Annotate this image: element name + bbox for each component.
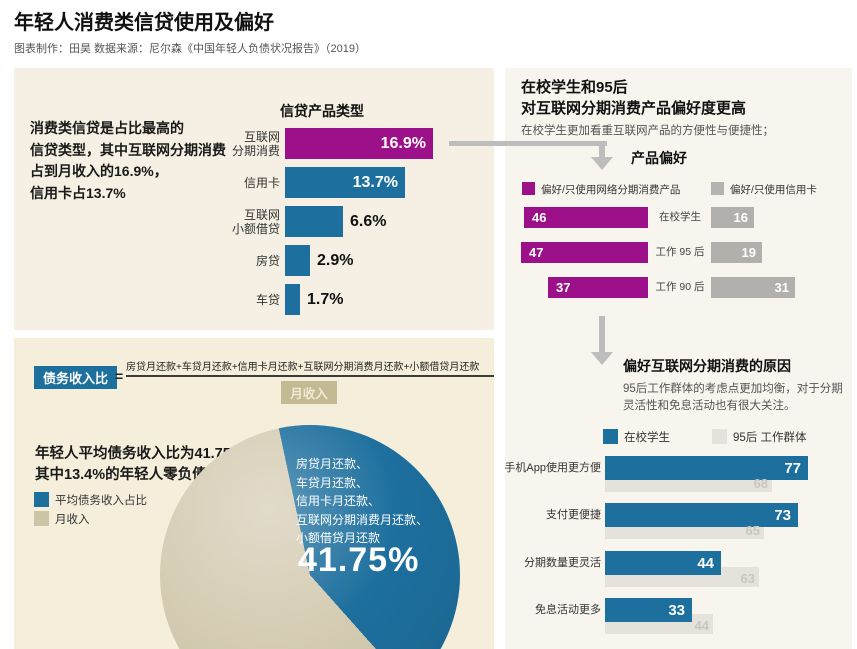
right-subtext: 在校学生更加看重互联网产品的方便性与便捷性； xyxy=(521,125,774,137)
legend-swatch-tan xyxy=(34,511,49,526)
pie-slice-note: 房贷月还款、 车贷月还款、 信用卡月还款、 互联网分期消费月还款、 小额借贷月还款 xyxy=(296,457,429,545)
preference-chart-title: 产品偏好 xyxy=(631,150,687,166)
legend-swatch-blue xyxy=(34,492,49,507)
legend-swatch-blue xyxy=(603,429,618,444)
bar-label: 在校学生 xyxy=(659,211,701,223)
bar xyxy=(285,284,300,315)
bar-label: 互联网 分期消费 xyxy=(154,128,280,159)
connector-line-vertical-2 xyxy=(599,316,605,352)
bar: 46 xyxy=(524,207,648,228)
legend-swatch-gray xyxy=(711,182,724,195)
reasons-subtext: 95后工作群体的考虑点更加均衡，对于分期 灵活性和免息活动也有很大关注。 xyxy=(623,383,843,412)
legend-swatch-purple xyxy=(522,182,535,195)
connector-line-vertical xyxy=(599,145,605,157)
bar-label: 信用卡 xyxy=(154,167,280,198)
bar-value: 63 xyxy=(740,571,755,586)
bar-label: 支付更便捷 xyxy=(546,509,601,521)
credit-products-chart: 互联网 分期消费 16.9% 信用卡 13.7% 互联网 小额借贷 6.6% 房贷 2.9% 车贷 1… xyxy=(14,68,494,330)
bar-value: 44 xyxy=(694,618,709,633)
bar-value: 6.6% xyxy=(350,213,387,230)
bar: 73 xyxy=(605,503,798,527)
bar-value: 2.9% xyxy=(317,252,354,269)
bar-label: 免息活动更多 xyxy=(535,604,601,616)
bar: 77 xyxy=(605,456,808,480)
bar-group-installment: 46 xyxy=(521,207,648,228)
bar: 47 xyxy=(521,242,648,263)
legend-post95-workers: 95后 工作群体 xyxy=(712,429,807,445)
panel-preferences: 在校学生和95后 对互联网分期消费产品偏好度更高 在校学生更加看重互联网产品的方便… xyxy=(505,68,852,649)
bar-label: 互联网 小额借贷 xyxy=(154,206,280,237)
pie-value-label: 41.75% xyxy=(298,541,420,579)
page-title: 年轻人消费类信贷使用及偏好 xyxy=(14,12,274,34)
legend-students: 在校学生 xyxy=(603,429,670,445)
bar-value: 1.7% xyxy=(307,291,344,308)
legend-installment-preference: 偏好/只使用网络分期消费产品 xyxy=(522,182,680,197)
formula-numerator: 房贷月还款+车贷月还款+信用卡月还款+互联网分期消费月还款+小额借贷月还款 xyxy=(126,362,480,373)
debt-income-pie xyxy=(160,425,460,649)
bar-label-line: 房贷 xyxy=(255,253,280,268)
bar-label: 工作 90 后 xyxy=(655,281,705,293)
reasons-chart: 手机App使用更方便 77 68 支付更便捷 73 65 分期数量更灵活 44 63 免息活动更多… xyxy=(505,68,852,649)
bar: 37 xyxy=(548,277,648,298)
bar-label: 车贷 xyxy=(154,284,280,315)
preference-chart: 46 在校学生 16 47 工作 95 后 19 37 工作 90 后 31 xyxy=(505,68,852,649)
bar-label-line: 车贷 xyxy=(255,292,280,307)
arrow-down-icon xyxy=(591,352,613,365)
bar-value: 68 xyxy=(753,476,768,491)
bar-label-line: 小额借贷 xyxy=(231,221,280,236)
formula-fraction-line xyxy=(126,375,494,377)
bar-label: 手机App使用更方便 xyxy=(505,462,601,474)
legend-label: 偏好/只使用信用卡 xyxy=(730,184,817,196)
byline: 图表制作：田昊 数据来源：尼尔森《中国年轻人负债状况报告》（2019） xyxy=(14,43,367,55)
formula-equals: = xyxy=(115,368,124,384)
bar xyxy=(285,128,433,159)
bar-label-line: 信用卡 xyxy=(243,175,280,190)
debt-annotation: 年轻人平均债务收入比为41.75%， 其中13.4%的年轻人零负债 xyxy=(35,446,259,483)
legend-label: 平均债务收入占比 xyxy=(55,495,147,507)
legend-swatch-lightgray xyxy=(712,429,727,444)
right-heading: 在校学生和95后 对互联网分期消费产品偏好度更高 xyxy=(521,79,747,117)
bar: 44 xyxy=(605,551,721,575)
reasons-heading: 偏好互联网分期消费的原因 xyxy=(623,358,791,374)
legend-debt-share: 平均债务收入占比 xyxy=(34,492,147,508)
legend-monthly-income: 月收入 xyxy=(34,511,90,527)
bar-label-line: 分期消费 xyxy=(231,143,280,158)
bar-value: 13.7% xyxy=(352,174,398,191)
panel-credit-products: 消费类信贷是占比最高的 信贷类型，其中互联网分期消费 占到月收入的16.9%， 信用卡… xyxy=(14,68,494,330)
bar-label: 工作 95 后 xyxy=(655,246,705,258)
bar-value: 65 xyxy=(745,523,760,538)
bar-label: 分期数量更灵活 xyxy=(524,557,601,569)
bar: 19 xyxy=(711,242,762,263)
legend-label: 95后 工作群体 xyxy=(733,432,807,444)
bar-label: 房贷 xyxy=(154,245,280,276)
arrow-down-icon xyxy=(591,157,613,170)
connector-line-horizontal xyxy=(449,141,607,146)
bar xyxy=(285,167,405,198)
bar xyxy=(285,245,310,276)
panel-debt-income: 债务收入比 = 房贷月还款+车贷月还款+信用卡月还款+互联网分期消费月还款+小额… xyxy=(14,338,494,649)
credit-annotation: 消费类信贷是占比最高的 信贷类型，其中互联网分期消费 占到月收入的16.9%， 信用卡… xyxy=(30,120,226,201)
legend-creditcard-preference: 偏好/只使用信用卡 xyxy=(711,182,817,197)
legend-label: 偏好/只使用网络分期消费产品 xyxy=(541,184,681,196)
credit-chart-title: 信贷产品类型 xyxy=(280,103,364,119)
legend-label: 月收入 xyxy=(55,514,90,526)
bar-group-installment: 37 xyxy=(521,277,648,298)
bar: 33 xyxy=(605,598,692,622)
bar xyxy=(285,206,343,237)
formula-denominator: 月收入 xyxy=(281,381,337,404)
formula-label: 债务收入比 xyxy=(34,366,118,389)
bar-group-installment: 47 xyxy=(521,242,648,263)
bar: 31 xyxy=(711,277,795,298)
legend-label: 在校学生 xyxy=(624,432,670,444)
bar-label-line: 互联网 xyxy=(243,129,280,144)
bar: 16 xyxy=(711,207,754,228)
bar-value: 16.9% xyxy=(380,135,426,152)
bar-label-line: 互联网 xyxy=(243,207,280,222)
